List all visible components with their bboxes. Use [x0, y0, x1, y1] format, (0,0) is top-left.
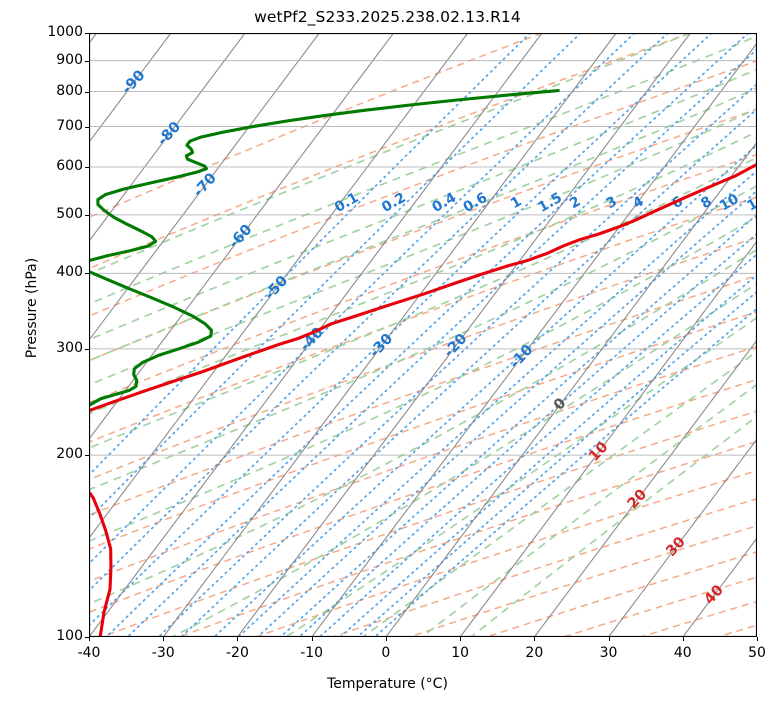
y-tick-label: 300	[56, 339, 83, 356]
y-tick-label: 100	[56, 628, 83, 644]
plot-border	[89, 33, 757, 637]
y-tick-mark	[85, 348, 89, 350]
temperature-curve	[89, 162, 757, 637]
x-tick-mark	[608, 637, 610, 641]
y-tick-label: 900	[56, 51, 83, 68]
y-tick-label: 500	[56, 205, 83, 222]
y-axis-label: Pressure (hPa)	[24, 257, 40, 359]
x-tick-label: -30	[151, 645, 175, 661]
plot-background	[89, 33, 757, 637]
x-tick-label: -40	[77, 645, 101, 661]
plot-area: -90 -80 -70 -60 -50 -40 -30 -20 -10 0 10 20 30 40 0.1…	[89, 33, 757, 637]
y-tick-mark	[85, 126, 89, 128]
y-tick-label: 200	[56, 446, 83, 463]
isotherms	[89, 33, 757, 637]
x-tick-label: 20	[525, 645, 544, 661]
y-tick-mark	[85, 455, 89, 457]
y-tick-mark	[85, 637, 89, 638]
x-tick-mark	[534, 637, 536, 641]
dewpoint-curve	[89, 89, 560, 408]
x-tick-label: 50	[748, 645, 766, 661]
y-tick-label: 1000	[47, 24, 83, 40]
mixing-ratio-lines	[89, 33, 757, 637]
sounding-curves	[89, 89, 757, 637]
y-tick-mark	[85, 33, 89, 34]
x-tick-label: 0	[381, 645, 391, 661]
y-tick-label: 400	[56, 264, 83, 281]
pressure-gridlines	[89, 33, 757, 637]
y-tick-label: 600	[56, 157, 83, 174]
x-tick-mark	[163, 637, 165, 641]
chart-title: wetPf2_S233.2025.238.02.13.R14	[254, 8, 521, 26]
y-tick-label: 800	[56, 82, 83, 99]
x-tick-mark	[237, 637, 239, 641]
x-tick-label: 10	[451, 645, 470, 661]
x-tick-mark	[89, 637, 90, 641]
x-tick-mark	[757, 637, 758, 641]
x-tick-mark	[385, 637, 387, 641]
x-tick-label: -20	[226, 645, 249, 661]
x-tick-mark	[460, 637, 462, 641]
x-tick-label: -10	[300, 645, 324, 661]
y-tick-mark	[85, 91, 89, 93]
x-tick-label: 40	[673, 645, 692, 661]
y-tick-mark	[85, 273, 89, 275]
x-axis-label: Temperature (°C)	[327, 676, 448, 692]
y-tick-mark	[85, 60, 89, 62]
y-tick-label: 700	[56, 117, 83, 134]
x-tick-label: 30	[599, 645, 618, 661]
x-tick-mark	[311, 637, 313, 641]
y-tick-mark	[85, 166, 89, 168]
y-tick-mark	[85, 214, 89, 216]
x-tick-mark	[682, 637, 684, 641]
